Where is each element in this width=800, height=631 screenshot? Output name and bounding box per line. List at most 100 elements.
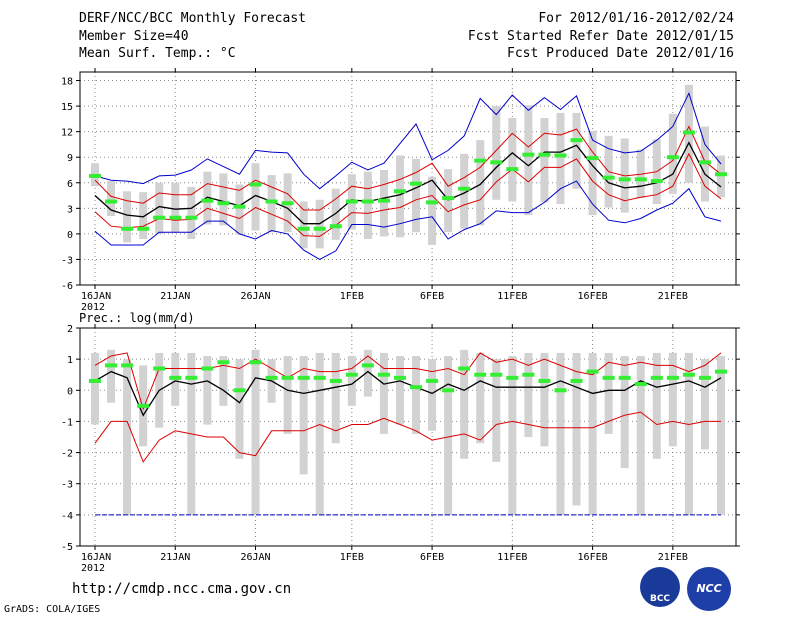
prec-observed-marker [490, 372, 503, 377]
temp-frame [79, 71, 737, 286]
temp-range-bar [203, 171, 212, 225]
prec-observed-marker [265, 375, 278, 380]
temp-line-minimum [94, 180, 722, 260]
forecast-period: For 2012/01/16-2012/02/24 [538, 11, 734, 26]
temp-range-bar [267, 175, 276, 233]
prec-observed-marker [153, 366, 166, 371]
prec-range-bar [347, 356, 356, 406]
prec-range-bar [363, 349, 372, 397]
prec-observed-marker [185, 375, 198, 380]
bcc-logo-text: BCC [649, 594, 671, 604]
source-url[interactable]: http://cmdp.ncc.cma.gov.cn [72, 581, 292, 597]
temp-range-bar [540, 118, 549, 203]
temp-range-bar [588, 130, 597, 216]
prec-ytick-label: -1 [61, 417, 73, 428]
temp-xtick-label: 21JAN [160, 291, 190, 302]
temp-observed-marker [634, 177, 647, 182]
prec-observed-marker [538, 378, 551, 383]
prec-range-bar [604, 352, 613, 434]
prec-range-bar [636, 356, 645, 515]
prec-observed-marker [313, 375, 326, 380]
prec-observed-marker [361, 363, 374, 368]
prec-observed-marker [650, 375, 663, 380]
prec-observed-marker [586, 369, 599, 374]
temp-observed-marker [185, 215, 198, 220]
prec-observed-marker [410, 385, 423, 390]
temp-range-bar [444, 169, 453, 233]
temp-observed-marker [89, 173, 101, 178]
temp-observed-marker [137, 226, 150, 231]
prec-ytick-label: 2 [67, 324, 73, 335]
temp-observed-marker [506, 167, 519, 172]
temp-range-bar [476, 140, 485, 226]
prec-xtick-label: 6FEB [420, 552, 444, 563]
prec-ytick-label: -2 [61, 449, 73, 460]
prec-range-bar [283, 356, 292, 434]
prec-range-bar [219, 356, 228, 406]
temp-range-bar [251, 163, 260, 231]
temp-range-bar [460, 153, 469, 229]
temp-range-bar [428, 176, 437, 245]
prec-range-bar [107, 349, 116, 403]
temp-observed-marker [458, 186, 471, 191]
temp-range-bar [363, 171, 372, 239]
temp-range-bar [219, 173, 228, 226]
prec-range-bar [668, 352, 677, 447]
precip-panel-title: Prec.: log(mm/d) [79, 311, 195, 325]
forecast-produced-date: Fcst Produced Date 2012/01/16 [507, 46, 734, 61]
temp-range-bar [235, 184, 244, 235]
prec-range-bar [315, 352, 324, 515]
temp-observed-marker [297, 226, 310, 231]
prec-range-bar [412, 356, 421, 434]
temp-observed-marker [105, 199, 118, 204]
prec-range-bar [123, 359, 132, 515]
temp-observed-marker [361, 199, 374, 204]
prec-observed-marker [201, 366, 214, 371]
temp-observed-marker [281, 201, 294, 206]
temp-xtick-label: 2012 [81, 302, 105, 313]
temp-observed-marker [666, 155, 679, 160]
temp-range-bar [492, 106, 501, 200]
temp-observed-marker [201, 198, 214, 203]
prec-observed-marker [281, 375, 294, 380]
temp-range-bar [299, 201, 308, 249]
prec-observed-marker [169, 375, 182, 380]
prec-observed-marker [522, 372, 535, 377]
prec-observed-marker [89, 378, 101, 383]
temp-ytick-label: 6 [67, 179, 73, 190]
prec-observed-marker [458, 366, 471, 371]
prec-observed-marker [377, 372, 390, 377]
prec-range-bar [588, 352, 597, 515]
forecast-start-date: Fcst Started Refer Date 2012/01/15 [467, 29, 734, 44]
temp-ytick-label: -6 [61, 281, 73, 292]
temp-range-bar [331, 188, 340, 240]
prec-range-bar [652, 352, 661, 459]
temp-observed-marker [490, 160, 503, 165]
prec-range-bar [428, 359, 437, 431]
temp-observed-marker [426, 200, 439, 205]
temp-observed-marker [345, 199, 358, 204]
temp-observed-marker [442, 196, 455, 201]
temp-observed-marker [377, 198, 390, 203]
prec-observed-marker [329, 378, 342, 383]
temp-range-bar [412, 158, 421, 233]
prec-observed-marker [121, 363, 134, 368]
temp-range-bar [395, 155, 404, 238]
prec-observed-marker [217, 360, 230, 365]
temp-observed-marker [618, 177, 631, 182]
prec-observed-marker [297, 375, 310, 380]
prec-observed-marker [506, 375, 519, 380]
prec-range-bar [572, 352, 581, 506]
prec-observed-marker [602, 375, 615, 380]
variable-label: Mean Surf. Temp.: °C [79, 46, 236, 61]
prec-observed-marker [474, 372, 487, 377]
prec-range-bar [91, 352, 99, 425]
temp-ytick-label: 12 [61, 128, 73, 139]
prec-observed-marker [554, 388, 567, 393]
prec-observed-marker [442, 388, 455, 393]
temp-range-bar [524, 105, 533, 216]
temp-range-bar [171, 182, 180, 233]
temp-observed-marker [265, 199, 278, 204]
temp-observed-marker [313, 226, 326, 231]
